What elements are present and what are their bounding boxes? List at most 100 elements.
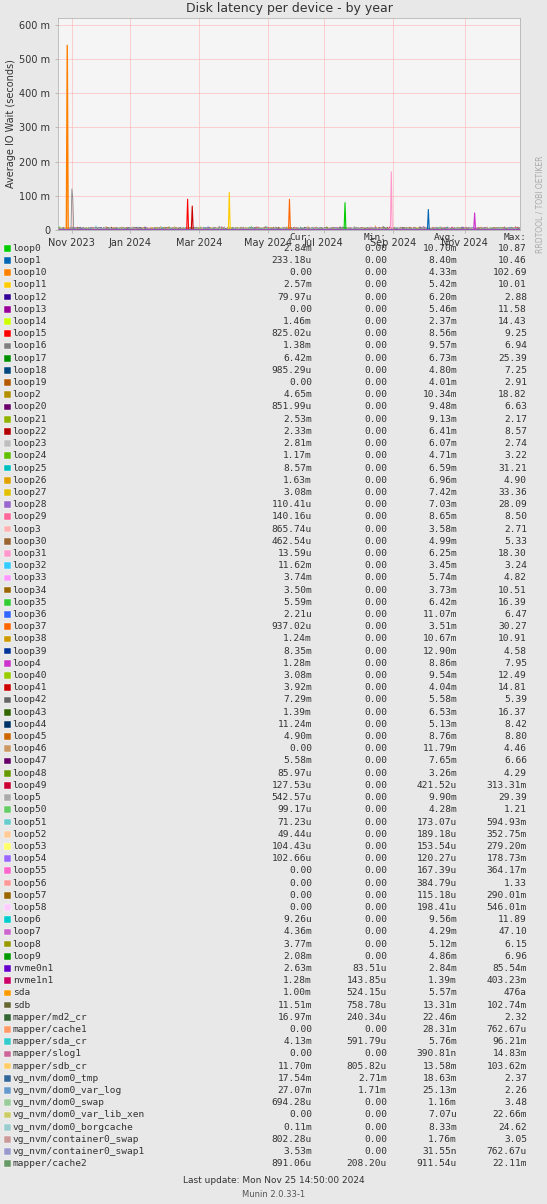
Text: 4.13m: 4.13m [283, 1037, 312, 1046]
Text: 6.42m: 6.42m [428, 598, 457, 607]
Text: 9.90m: 9.90m [428, 793, 457, 802]
Text: 12.90m: 12.90m [422, 647, 457, 656]
Text: 0.00: 0.00 [364, 585, 387, 595]
Bar [4, 1087, 11, 1094]
Text: loop46: loop46 [13, 744, 47, 754]
Text: 4.58: 4.58 [504, 647, 527, 656]
Text: 8.57m: 8.57m [283, 464, 312, 472]
Text: loop52: loop52 [13, 830, 47, 839]
Text: 71.23u: 71.23u [277, 818, 312, 826]
Text: 0.00: 0.00 [364, 414, 387, 424]
Text: 0.00: 0.00 [364, 1025, 387, 1034]
Text: loop17: loop17 [13, 354, 47, 362]
Text: 5.12m: 5.12m [428, 939, 457, 949]
Text: loop54: loop54 [13, 854, 47, 863]
Text: 3.92m: 3.92m [283, 683, 312, 692]
Text: loop45: loop45 [13, 732, 47, 742]
Text: 0.00: 0.00 [364, 268, 387, 277]
Text: 937.02u: 937.02u [272, 622, 312, 631]
Text: loop4: loop4 [13, 659, 42, 668]
Text: 0.00: 0.00 [364, 610, 387, 619]
Bar [4, 1099, 11, 1106]
Bar [4, 684, 11, 691]
Text: 2.57m: 2.57m [283, 281, 312, 289]
Text: 0.00: 0.00 [364, 927, 387, 937]
Text: 102.74m: 102.74m [487, 1001, 527, 1010]
Text: 0.00: 0.00 [364, 464, 387, 472]
Text: loop9: loop9 [13, 952, 42, 961]
Text: Cur:: Cur: [289, 232, 312, 242]
Text: 233.18u: 233.18u [272, 256, 312, 265]
Text: 1.39m: 1.39m [283, 708, 312, 716]
Text: 0.00: 0.00 [364, 1110, 387, 1120]
Text: 8.35m: 8.35m [283, 647, 312, 656]
Text: 85.54m: 85.54m [492, 964, 527, 973]
Text: 0.00: 0.00 [364, 390, 387, 400]
Text: 4.80m: 4.80m [428, 366, 457, 374]
Text: 178.73m: 178.73m [487, 854, 527, 863]
Text: 1.28m: 1.28m [283, 659, 312, 668]
Text: 8.86m: 8.86m [428, 659, 457, 668]
Text: loop56: loop56 [13, 879, 47, 887]
Bar [4, 526, 11, 532]
Text: 99.17u: 99.17u [277, 805, 312, 814]
Text: 3.73m: 3.73m [428, 585, 457, 595]
Text: 0.00: 0.00 [289, 1025, 312, 1034]
Text: 352.75m: 352.75m [487, 830, 527, 839]
Text: 2.84m: 2.84m [428, 964, 457, 973]
Text: loop34: loop34 [13, 585, 47, 595]
Text: 0.00: 0.00 [364, 805, 387, 814]
Text: 83.51u: 83.51u [352, 964, 387, 973]
Text: 6.59m: 6.59m [428, 464, 457, 472]
Text: 802.28u: 802.28u [272, 1135, 312, 1144]
Text: 16.37: 16.37 [498, 708, 527, 716]
Text: 14.83m: 14.83m [492, 1050, 527, 1058]
Text: 694.28u: 694.28u [272, 1098, 312, 1108]
Text: 0.00: 0.00 [289, 378, 312, 386]
Text: 8.56m: 8.56m [428, 329, 457, 338]
Text: loop40: loop40 [13, 671, 47, 680]
Text: 4.36m: 4.36m [283, 927, 312, 937]
Text: 0.00: 0.00 [364, 952, 387, 961]
Text: sda: sda [13, 988, 30, 997]
Text: 16.97m: 16.97m [277, 1013, 312, 1022]
Bar [4, 538, 11, 544]
Text: 0.00: 0.00 [364, 256, 387, 265]
Text: 0.00: 0.00 [289, 1110, 312, 1120]
Text: 10.51: 10.51 [498, 585, 527, 595]
Bar [4, 465, 11, 472]
Text: 5.58m: 5.58m [428, 696, 457, 704]
Text: loop23: loop23 [13, 439, 47, 448]
Bar [4, 441, 11, 447]
Text: 0.00: 0.00 [364, 647, 387, 656]
Text: 1.46m: 1.46m [283, 317, 312, 326]
Text: loop53: loop53 [13, 842, 47, 851]
Text: Avg:: Avg: [434, 232, 457, 242]
Bar [4, 355, 11, 361]
Bar [4, 612, 11, 618]
Bar [4, 940, 11, 948]
Text: 5.46m: 5.46m [428, 305, 457, 314]
Text: 17.54m: 17.54m [277, 1074, 312, 1082]
Text: 3.22: 3.22 [504, 452, 527, 460]
Text: 0.00: 0.00 [364, 573, 387, 583]
Text: loop30: loop30 [13, 537, 47, 545]
Text: 22.11m: 22.11m [492, 1159, 527, 1168]
Text: 0.00: 0.00 [364, 342, 387, 350]
Text: RRDTOOL / TOBI OETIKER: RRDTOOL / TOBI OETIKER [536, 157, 544, 253]
Bar [4, 624, 11, 630]
Text: 10.87: 10.87 [498, 243, 527, 253]
Text: 85.97u: 85.97u [277, 768, 312, 778]
Text: 9.57m: 9.57m [428, 342, 457, 350]
Bar [4, 978, 11, 984]
Bar [4, 892, 11, 898]
Text: nvme1n1: nvme1n1 [13, 976, 53, 985]
Text: 5.13m: 5.13m [428, 720, 457, 728]
Text: 0.00: 0.00 [289, 305, 312, 314]
Text: 3.08m: 3.08m [283, 488, 312, 497]
Text: loop42: loop42 [13, 696, 47, 704]
Text: 5.57m: 5.57m [428, 988, 457, 997]
Text: 6.96m: 6.96m [428, 476, 457, 485]
Bar [4, 672, 11, 679]
Text: 0.00: 0.00 [364, 696, 387, 704]
